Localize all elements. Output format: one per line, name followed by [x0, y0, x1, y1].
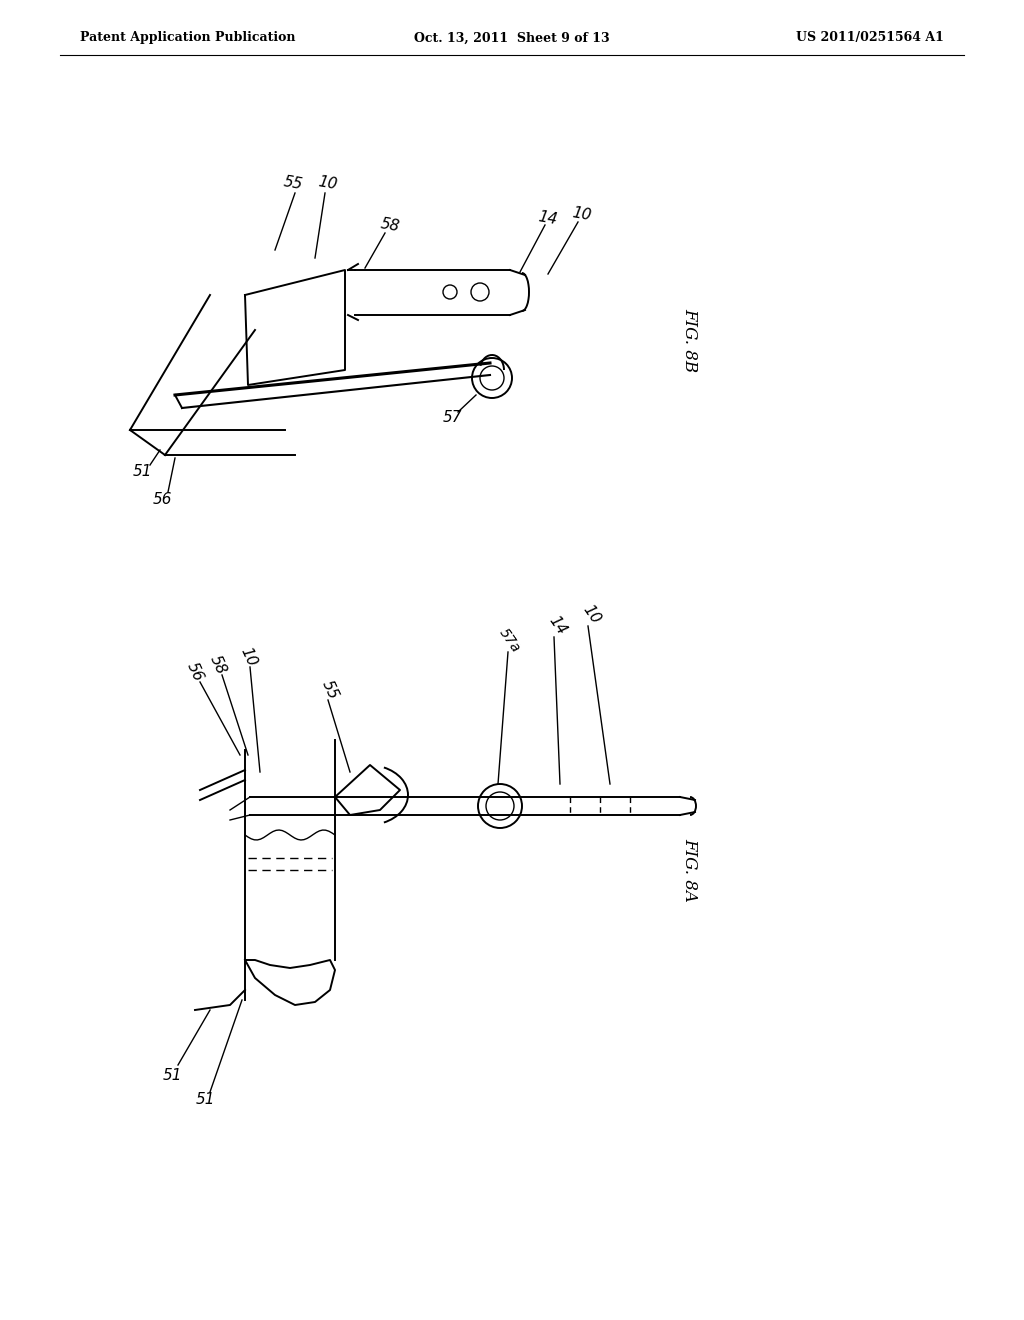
Text: 58: 58 [207, 653, 229, 677]
Text: 55: 55 [319, 678, 341, 702]
Text: Patent Application Publication: Patent Application Publication [80, 32, 296, 45]
Text: 10: 10 [238, 645, 259, 669]
Text: 57: 57 [442, 411, 462, 425]
Text: Oct. 13, 2011  Sheet 9 of 13: Oct. 13, 2011 Sheet 9 of 13 [414, 32, 610, 45]
Text: 51: 51 [132, 465, 152, 479]
Text: 55: 55 [282, 174, 304, 193]
Text: 57a: 57a [497, 626, 523, 655]
Text: 14: 14 [538, 209, 559, 227]
Text: 56: 56 [184, 660, 206, 684]
Text: FIG. 8A: FIG. 8A [682, 838, 698, 902]
Text: 14: 14 [546, 612, 569, 638]
Text: 51: 51 [162, 1068, 181, 1082]
Text: 10: 10 [317, 174, 339, 193]
Text: 51: 51 [196, 1093, 215, 1107]
Text: 58: 58 [379, 216, 401, 234]
Text: 56: 56 [153, 492, 172, 507]
Text: US 2011/0251564 A1: US 2011/0251564 A1 [796, 32, 944, 45]
Text: 10: 10 [571, 205, 593, 223]
Text: FIG. 8B: FIG. 8B [682, 308, 698, 372]
Text: 10: 10 [581, 602, 604, 626]
